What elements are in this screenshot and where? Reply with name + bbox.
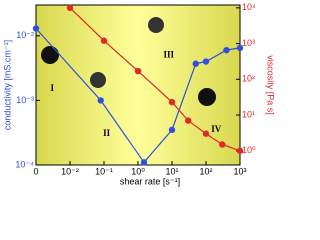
chart: shear rate [s⁻¹] conductivity [mS.cm⁻¹] … bbox=[2, 2, 276, 186]
data-point bbox=[140, 159, 148, 166]
y2-tick-label: 10³ bbox=[242, 38, 255, 48]
data-point bbox=[134, 67, 142, 75]
y2-tick-label: 10⁰ bbox=[242, 145, 256, 155]
x-tick-label: 10¹ bbox=[165, 166, 178, 176]
data-point bbox=[219, 141, 226, 148]
cluster-icons bbox=[41, 17, 216, 106]
plot-background bbox=[36, 5, 240, 165]
x-tick-label: 10⁰ bbox=[131, 166, 145, 176]
series-line bbox=[69, 7, 241, 152]
y2-tick-label: 10⁴ bbox=[242, 2, 256, 12]
data-point bbox=[97, 97, 104, 104]
x-tick-label: 10⁻² bbox=[61, 166, 79, 176]
data-point bbox=[66, 4, 74, 12]
y-tick-label: 10⁻⁴ bbox=[15, 159, 34, 169]
x-tick-label: 10² bbox=[199, 166, 212, 176]
annotation: II bbox=[103, 128, 111, 138]
annotation: III bbox=[163, 49, 174, 59]
y2-tick-label: 10¹ bbox=[242, 109, 255, 119]
data-point bbox=[192, 60, 199, 67]
data-point bbox=[100, 37, 108, 44]
data-point bbox=[185, 117, 192, 124]
data-point bbox=[236, 44, 244, 52]
x-tick-label: 0 bbox=[33, 166, 38, 176]
data-point bbox=[168, 126, 176, 134]
data-point bbox=[236, 147, 244, 154]
y-tick-label: 10⁻² bbox=[16, 30, 34, 40]
y2-tick-label: 10² bbox=[242, 74, 255, 84]
data-point bbox=[202, 130, 210, 137]
series-line bbox=[35, 28, 241, 164]
data-point bbox=[223, 46, 230, 54]
x-tick-label: 10⁻¹ bbox=[95, 166, 113, 176]
x-tick-label: 10³ bbox=[233, 166, 246, 176]
data-point bbox=[32, 25, 40, 32]
data-point bbox=[168, 98, 176, 106]
y2-axis-label: viscosity [Pa s] bbox=[266, 55, 276, 115]
y-axis-label: conductivity [mS.cm⁻¹] bbox=[2, 40, 12, 130]
data-point bbox=[202, 58, 210, 65]
annotation: IV bbox=[211, 124, 222, 134]
x-axis-label: shear rate [s⁻¹] bbox=[120, 176, 180, 186]
annotation: I bbox=[50, 83, 54, 93]
y-tick-label: 10⁻³ bbox=[16, 95, 34, 105]
